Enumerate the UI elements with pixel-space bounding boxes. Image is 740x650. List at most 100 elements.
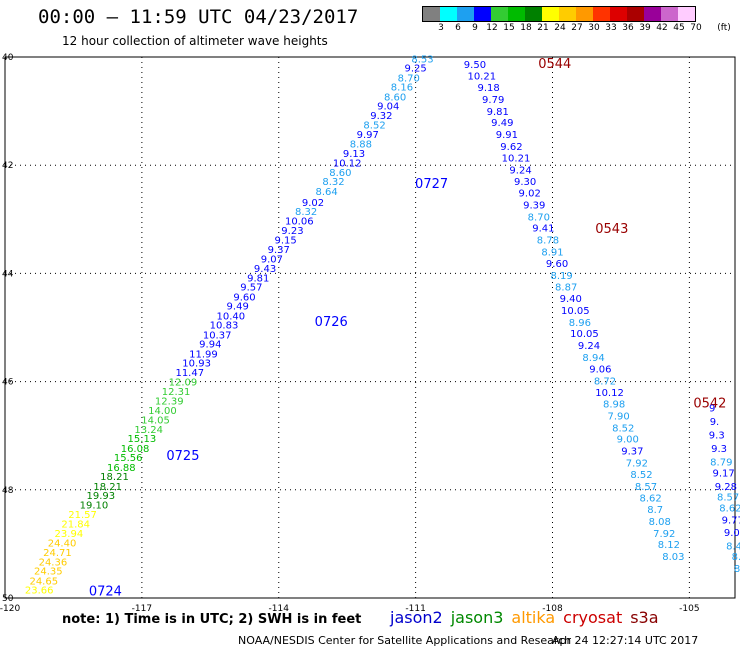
satellite-legend-item: cryosat: [563, 608, 623, 627]
wave-height-value: 9.25: [404, 64, 426, 75]
legend-unit-label: (ft): [717, 23, 731, 33]
satellite-legend-item: jason3: [450, 608, 504, 627]
wave-height-value: 23.94: [55, 529, 84, 540]
wave-height-value: 8.70: [528, 212, 550, 223]
wave-height-value: 8.88: [350, 139, 372, 150]
wave-height-value: 8.32: [295, 207, 317, 218]
wave-height-value: 9.13: [343, 149, 365, 160]
y-axis-tick-label: 46: [2, 378, 14, 388]
satellite-legend-item: s3a: [630, 608, 659, 627]
wave-height-value: 8.94: [582, 353, 604, 364]
wave-height-value: 10.21: [467, 72, 496, 83]
wave-height-value: 9.41: [532, 224, 554, 235]
wave-height-value: 24.35: [34, 567, 63, 578]
wave-height-value: 9.60: [233, 292, 255, 303]
wave-height-value: 9.24: [578, 341, 600, 352]
wave-height-value: 10.06: [285, 217, 314, 228]
y-axis-tick-label: 50: [2, 594, 14, 604]
wave-height-value: 9.79: [482, 95, 504, 106]
wave-height-value: 9.3: [711, 444, 727, 455]
map-frame: [4, 56, 736, 599]
wave-height-value: 8.64: [316, 187, 338, 198]
wave-height-value: 8.1: [734, 564, 740, 575]
wave-height-value: 9.00: [617, 435, 639, 446]
x-axis-tick-label: -108: [542, 604, 563, 614]
wave-height-value: 10.05: [561, 306, 590, 317]
wave-height-value: 9.24: [509, 165, 531, 176]
wave-height-value: 14.00: [148, 406, 177, 417]
wave-height-value: 21.84: [61, 520, 90, 531]
legend-swatch: [644, 7, 661, 21]
wave-height-value: 10.83: [210, 321, 239, 332]
wave-height-value: 8.32: [322, 177, 344, 188]
wave-height-value: 9: [709, 403, 715, 414]
wave-height-value: 10.37: [203, 330, 232, 341]
wave-height-value: 8.19: [550, 271, 572, 282]
wave-height-value: 9.49: [227, 302, 249, 313]
pass-time-label: 0725: [166, 449, 199, 464]
wave-height-value: 9.02: [519, 189, 541, 200]
pass-time-label: 0544: [538, 57, 571, 72]
wave-height-value: 9.37: [268, 245, 290, 256]
wave-height-value: 8.70: [398, 73, 420, 84]
wave-height-value: 10.93: [182, 358, 211, 369]
legend-tick-label: 21: [537, 23, 549, 33]
wave-height-value: 8.60: [384, 92, 406, 103]
wave-height-value: 9.17: [712, 468, 734, 479]
x-axis-tick-label: -114: [269, 604, 290, 614]
pass-time-label: 0543: [595, 222, 628, 237]
wave-height-value: 19.93: [86, 491, 115, 502]
legend-swatch: [491, 7, 508, 21]
wave-height-value: 9.04: [377, 101, 399, 112]
wave-height-value: 24.40: [48, 539, 77, 550]
chart-title: 00:00 — 11:59 UTC 04/23/2017: [38, 6, 359, 28]
wave-height-value: 9.15: [274, 236, 296, 247]
units-note: note: 1) Time is in UTC; 2) SWH is in fe…: [62, 612, 362, 627]
color-scale-labels: 3 6 9 12 15 18 21 24 27 30 33 36 39 42 45 70 (ft): [0, 23, 740, 35]
wave-height-value: 9.18: [477, 83, 499, 94]
wave-height-value: 8.60: [329, 168, 351, 179]
wave-height-value: 8.16: [391, 83, 413, 94]
legend-swatch: [508, 7, 525, 21]
wave-height-value: 9.37: [621, 447, 643, 458]
wave-height-value: 16.88: [107, 463, 136, 474]
legend-swatch: [542, 7, 559, 21]
wave-height-value: 12.39: [155, 396, 184, 407]
legend-swatch: [593, 7, 610, 21]
wave-height-value: 8.49: [726, 541, 740, 552]
wave-height-value: 10.12: [333, 158, 362, 169]
wave-height-value: 9.43: [254, 264, 276, 275]
wave-height-value: 13.24: [134, 425, 163, 436]
x-axis-tick-label: -111: [405, 604, 425, 614]
y-axis-tick-label: 42: [2, 161, 13, 171]
wave-height-value: 9.28: [715, 482, 737, 493]
wave-height-value: 8.79: [710, 457, 732, 468]
legend-tick-label: 70: [690, 23, 702, 33]
legend-swatch: [525, 7, 542, 21]
wave-height-value: 16.08: [121, 444, 150, 455]
wave-height-value: 21.57: [68, 510, 97, 521]
satellite-legend-item: jason2: [390, 608, 443, 627]
credit-line: NOAA/NESDIS Center for Satellite Applica…: [238, 634, 572, 647]
wave-height-value: 8.62: [639, 494, 661, 505]
legend-tick-label: 27: [571, 23, 583, 33]
wave-height-value: 8.52: [630, 470, 652, 481]
wave-height-value: 8.96: [569, 318, 591, 329]
y-axis-tick-label: 40: [2, 53, 14, 63]
legend-tick-label: 36: [622, 23, 634, 33]
wave-height-value: 24.36: [39, 558, 68, 569]
legend-tick-label: 3: [438, 23, 444, 33]
legend-swatch: [440, 7, 457, 21]
legend-swatch: [661, 7, 678, 21]
wave-height-value: 24.71: [43, 548, 72, 559]
wave-height-value: 11.99: [189, 349, 218, 360]
legend-tick-label: 6: [455, 23, 461, 33]
color-scale-legend: [422, 6, 696, 22]
wave-height-value: 8.08: [649, 517, 671, 528]
wave-height-value: 15.13: [128, 434, 157, 445]
wave-height-value: 8.7: [647, 505, 663, 516]
wave-height-value: 12.09: [169, 377, 198, 388]
legend-swatch: [423, 7, 440, 21]
legend-swatch: [576, 7, 593, 21]
